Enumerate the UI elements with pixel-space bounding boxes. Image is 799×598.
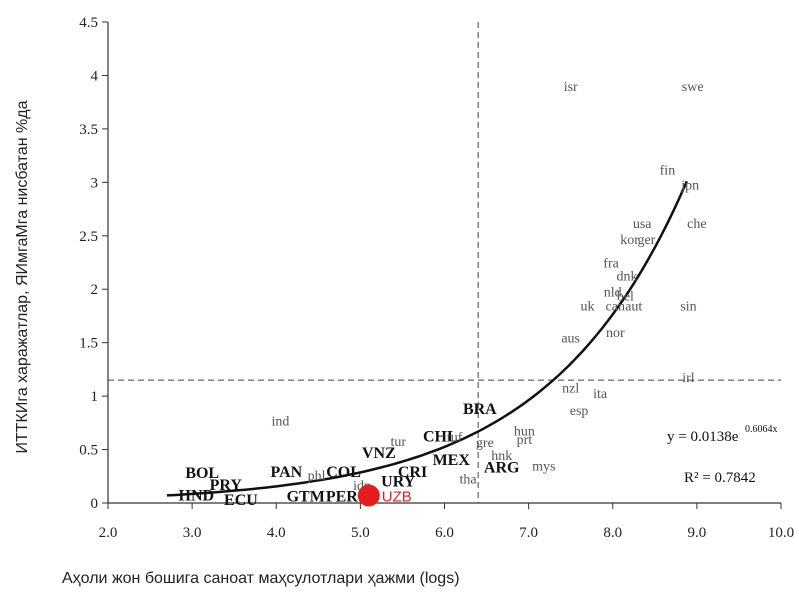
data-point-label: can xyxy=(606,299,625,314)
data-point-label: ECU xyxy=(224,492,258,509)
y-tick-label: 3.5 xyxy=(79,122,98,138)
data-point-label: PRY xyxy=(210,477,243,494)
y-tick-label: 1 xyxy=(91,389,99,405)
data-point-label: aus xyxy=(561,331,580,346)
data-point-label: tur xyxy=(390,435,406,450)
data-point-label: nor xyxy=(606,326,625,341)
data-point-label: ita xyxy=(593,387,608,402)
x-tick-label: 9.0 xyxy=(688,525,707,541)
data-point-label: fra xyxy=(603,257,619,272)
data-point-label: kor xyxy=(620,233,639,248)
data-point-label: ARG xyxy=(484,460,520,477)
x-tick-label: 2.0 xyxy=(99,525,118,541)
data-point-label: mys xyxy=(532,460,555,475)
data-point-label: sin xyxy=(680,299,696,314)
data-point-label: nzl xyxy=(562,382,579,397)
data-point-label: GTM xyxy=(287,489,325,506)
data-point-label: uk xyxy=(581,299,595,314)
data-point-label: tuf xyxy=(447,431,463,446)
data-point-label: swe xyxy=(682,80,704,95)
y-tick-label: 0 xyxy=(91,496,99,512)
data-point-label: CRI xyxy=(398,464,427,481)
data-point-label: jpn xyxy=(680,178,699,193)
y-tick-label: 4.5 xyxy=(79,15,98,31)
data-point-label: ger xyxy=(637,233,655,248)
y-tick-label: 0.5 xyxy=(79,443,98,459)
data-point-label: phl xyxy=(308,469,326,484)
data-point-label: CHL xyxy=(423,429,458,446)
y-tick-label: 3 xyxy=(91,175,99,191)
y-tick-label: 2 xyxy=(91,282,99,298)
trendline-equation: y = 0.0138e xyxy=(667,429,739,445)
y-tick-label: 4 xyxy=(91,68,99,84)
data-point-label: che xyxy=(687,217,706,232)
data-point-label: usa xyxy=(633,217,652,232)
data-point-label: irl xyxy=(682,371,695,386)
data-point-label: prt xyxy=(517,433,533,448)
data-point-label: hnk xyxy=(491,449,512,464)
data-point-label: dnk xyxy=(617,269,638,284)
data-point-label: MEX xyxy=(433,452,471,469)
x-tick-label: 10.0 xyxy=(768,525,794,541)
y-tick-label: 1.5 xyxy=(79,336,98,352)
data-point-label: esp xyxy=(570,404,589,419)
highlight-point-marker xyxy=(357,484,380,507)
data-point-label: fin xyxy=(660,164,676,179)
trendline-equation-exponent: 0.6064x xyxy=(745,424,778,435)
y-axis-title-group: ИТТКИга харажатлар, ЯИмгаМга нисбатан %д… xyxy=(14,100,31,453)
x-tick-label: 7.0 xyxy=(519,525,538,541)
x-axis-title: Аҳоли жон бошига саноат маҳсулотлари ҳаж… xyxy=(62,570,460,587)
x-tick-label: 8.0 xyxy=(603,525,622,541)
data-point-label: gre xyxy=(476,436,494,451)
data-point-label: ind xyxy=(272,415,290,430)
data-point-label: tha xyxy=(460,472,478,487)
x-tick-label: 6.0 xyxy=(435,525,454,541)
y-tick-label: 2.5 xyxy=(79,229,98,245)
data-point-label: PAN xyxy=(270,464,302,481)
data-point-label: aut xyxy=(625,299,642,314)
data-point-label: BRA xyxy=(463,401,497,418)
highlight-point-label: UZB xyxy=(382,489,412,506)
data-point-label: nld xyxy=(604,285,622,300)
data-point-label: hun xyxy=(514,424,535,439)
data-point-label: bel xyxy=(617,290,634,305)
data-point-label: isr xyxy=(564,80,578,95)
data-point-label: VNZ xyxy=(362,445,396,462)
data-point-label: COL xyxy=(326,464,361,481)
data-point-label: HND xyxy=(179,488,215,505)
x-tick-label: 3.0 xyxy=(183,525,202,541)
data-point-label: URY xyxy=(381,474,416,491)
data-point-label: PER xyxy=(326,489,358,506)
data-point-label: BOL xyxy=(185,465,219,482)
x-tick-label: 5.0 xyxy=(351,525,370,541)
trendline-r-squared: R² = 0.7842 xyxy=(684,470,756,486)
y-axis-title: ИТТКИга харажатлар, ЯИмгаМга нисбатан %д… xyxy=(14,100,31,453)
x-tick-label: 4.0 xyxy=(267,525,286,541)
trendline-curve xyxy=(166,180,688,497)
